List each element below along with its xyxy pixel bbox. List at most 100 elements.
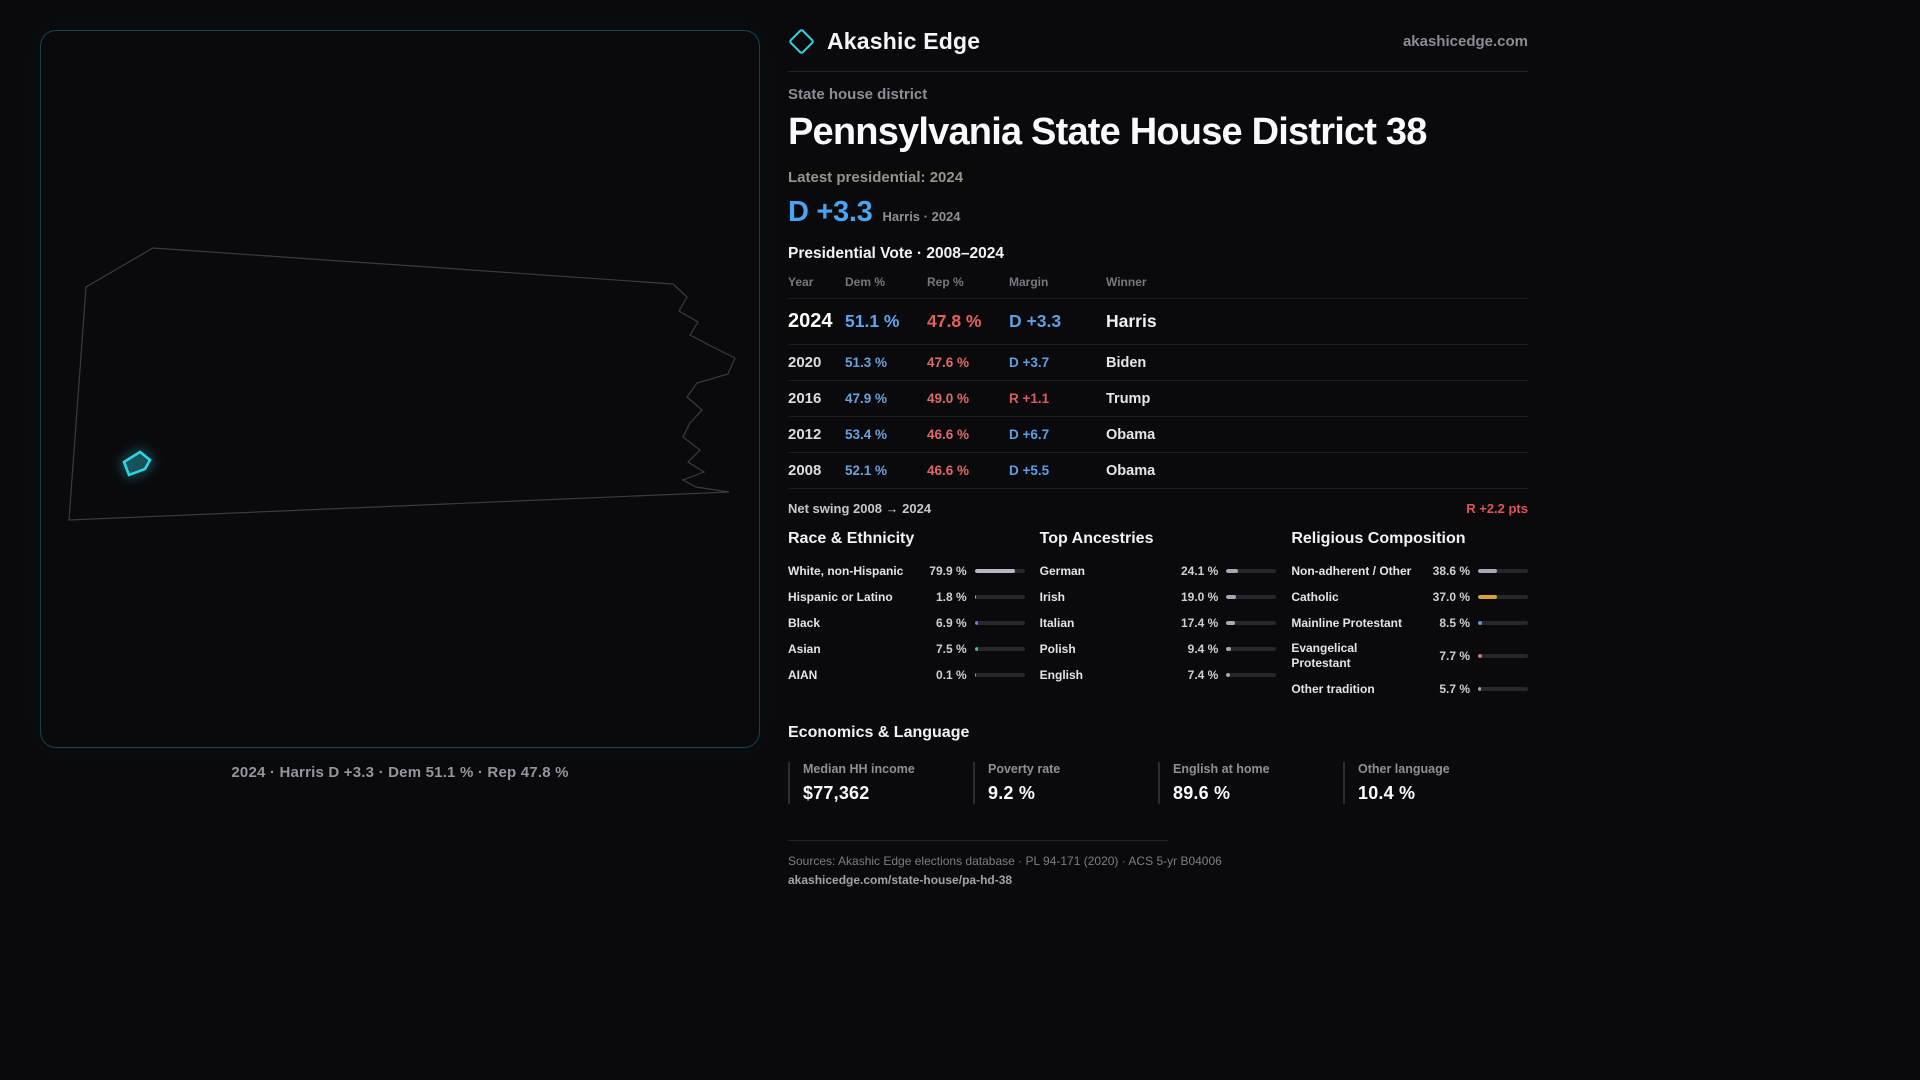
demo-row: Black 6.9 %: [788, 610, 1025, 636]
demo-row: Irish 19.0 %: [1040, 584, 1277, 610]
winner-cell: Obama: [1106, 427, 1156, 443]
demo-label: German: [1039, 563, 1086, 578]
stat-median-income: Median HH income $77,362: [788, 762, 973, 804]
demo-bar: [1226, 595, 1277, 599]
pennsylvania-map: [68, 247, 736, 521]
dem-cell: 53.4 %: [845, 427, 888, 442]
district-map-panel: [40, 30, 760, 748]
latest-presidential-label: Latest presidential: 2024: [788, 169, 964, 186]
demo-bar-fill: [974, 595, 976, 599]
rep-cell: 47.6 %: [927, 355, 970, 370]
year-cell: 2016: [788, 390, 822, 407]
demographics-grid: Race & Ethnicity White, non-Hispanic 79.…: [788, 530, 1528, 702]
footer-url-link[interactable]: akashicedge.com/state-house/pa-hd-38: [788, 873, 1013, 887]
demo-row: Evangelical Protestant 7.7 %: [1291, 636, 1528, 676]
demo-bar-fill: [1226, 673, 1231, 677]
demo-bar: [1478, 621, 1528, 625]
rep-cell: 46.6 %: [927, 463, 970, 478]
demo-bar-fill: [1478, 654, 1482, 658]
brand-site-link[interactable]: akashicedge.com: [1402, 32, 1528, 50]
winner-cell: Biden: [1106, 355, 1147, 371]
year-cell: 2012: [788, 426, 822, 443]
demo-label: Mainline Protestant: [1291, 615, 1403, 630]
demo-label: Italian: [1039, 615, 1075, 630]
demo-label: Hispanic or Latino: [788, 589, 893, 604]
margin-cell: R +1.1: [1009, 391, 1050, 406]
demo-value: 7.5 %: [935, 642, 967, 656]
demo-label: Other tradition: [1291, 681, 1375, 696]
header-divider: [788, 71, 1528, 72]
demo-row: Non-adherent / Other 38.6 %: [1291, 558, 1528, 584]
stat-english-at-home: English at home 89.6 %: [1158, 762, 1343, 804]
demo-label: White, non-Hispanic: [788, 563, 904, 578]
demo-bar: [1478, 569, 1528, 573]
vote-row-2012: 2012 53.4 % 46.6 % D +6.7 Obama: [788, 417, 1528, 453]
margin-cell: D +6.7: [1009, 427, 1050, 442]
demo-bar-fill: [1226, 569, 1239, 573]
vote-table-header: Year Dem % Rep % Margin Winner: [788, 275, 1528, 299]
headline-margin-note: Harris · 2024: [882, 209, 961, 224]
demo-bar-fill: [974, 621, 979, 625]
demo-value: 0.1 %: [935, 668, 967, 682]
district-type-kicker: State house district: [788, 86, 928, 103]
brand-row: Akashic Edge akashicedge.com: [788, 24, 1528, 58]
map-caption: 2024 · Harris D +3.3 · Dem 51.1 % · Rep …: [231, 764, 569, 781]
vote-row-2020: 2020 51.3 % 47.6 % D +3.7 Biden: [788, 345, 1528, 381]
demo-label: Black: [788, 615, 821, 630]
vote-row-2024: 2024 51.1 % 47.8 % D +3.3 Harris: [788, 299, 1528, 345]
rep-cell: 47.8 %: [927, 311, 982, 331]
stat-value: 89.6 %: [1173, 783, 1231, 803]
demo-bar-fill: [1478, 621, 1483, 625]
demo-bar: [1226, 647, 1277, 651]
dem-cell: 47.9 %: [845, 391, 888, 406]
demo-bar: [1226, 621, 1277, 625]
demo-row: Hispanic or Latino 1.8 %: [788, 584, 1025, 610]
stat-value: 9.2 %: [988, 783, 1036, 803]
demo-row: Polish 9.4 %: [1040, 636, 1277, 662]
demo-value: 9.4 %: [1187, 642, 1219, 656]
demo-bar: [1226, 673, 1277, 677]
stat-label: Poverty rate: [988, 762, 1061, 776]
vote-row-2016: 2016 47.9 % 49.0 % R +1.1 Trump: [788, 381, 1528, 417]
brand-name: Akashic Edge: [827, 27, 981, 54]
net-swing-row: Net swing 2008 → 2024 R +2.2 pts: [788, 501, 1528, 516]
footer-sources: Sources: Akashic Edge elections database…: [788, 854, 1222, 868]
demo-bar: [1478, 687, 1528, 691]
brand: Akashic Edge: [788, 28, 980, 55]
demo-bar-fill: [1226, 647, 1232, 651]
col-year: Year: [788, 275, 814, 289]
demo-value: 7.7 %: [1439, 649, 1470, 663]
demo-bar-fill: [1478, 569, 1498, 573]
demo-label: Catholic: [1291, 589, 1339, 604]
demo-bar: [974, 569, 1025, 573]
demo-row: Mainline Protestant 8.5 %: [1291, 610, 1528, 636]
stat-label: Median HH income: [803, 762, 915, 776]
district-38-shape: [122, 450, 152, 477]
margin-cell: D +3.3: [1009, 311, 1062, 331]
section-title: Top Ancestries: [1039, 530, 1154, 547]
year-cell: 2020: [788, 354, 822, 371]
report-content: Akashic Edge akashicedge.com State house…: [788, 0, 1528, 1080]
col-dem: Dem %: [845, 275, 886, 289]
demo-row: AIAN 0.1 %: [788, 662, 1025, 688]
religious-composition-section: Religious Composition Non-adherent / Oth…: [1291, 530, 1528, 702]
demo-value: 38.6 %: [1432, 564, 1470, 578]
demo-bar: [974, 647, 1025, 651]
demo-bar-fill: [1226, 621, 1236, 625]
demo-label: Polish: [1039, 641, 1076, 656]
col-winner: Winner: [1106, 275, 1147, 289]
demo-bar-fill: [974, 673, 976, 677]
stat-value: 10.4 %: [1358, 783, 1416, 803]
demo-label: Asian: [788, 641, 821, 656]
demo-value: 8.5 %: [1439, 616, 1470, 630]
state-outline: [68, 247, 736, 521]
demo-bar-fill: [1478, 595, 1497, 599]
brand-diamond-icon: [788, 27, 815, 55]
dem-cell: 52.1 %: [845, 463, 888, 478]
vote-table-title: Presidential Vote · 2008–2024: [788, 245, 1004, 262]
section-title: Religious Composition: [1291, 530, 1466, 547]
section-title: Race & Ethnicity: [788, 530, 915, 547]
demo-value: 37.0 %: [1432, 590, 1470, 604]
margin-cell: D +3.7: [1009, 355, 1050, 370]
